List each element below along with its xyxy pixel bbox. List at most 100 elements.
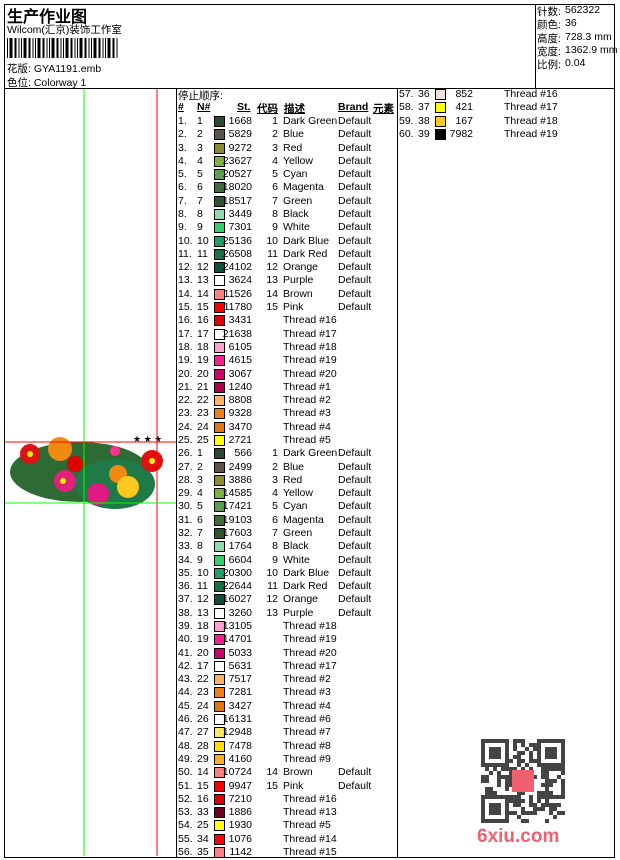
row-brand: Default [338, 593, 372, 606]
color-swatch [214, 488, 225, 500]
barcode-bar [37, 38, 41, 58]
row-code: 15 [266, 779, 278, 792]
qr-module [505, 743, 509, 747]
row-index: 23. [178, 407, 193, 420]
table-row: 15. 15 11780 15 Pink Default [0, 301, 620, 314]
qr-module [489, 747, 493, 751]
row-description: Brown [283, 287, 313, 300]
row-stitches: 566 [234, 447, 252, 460]
row-index: 33. [178, 540, 193, 553]
row-stitches: 7982 [449, 127, 473, 140]
row-brand: Default [338, 234, 372, 247]
qr-module [545, 779, 549, 783]
row-description: Purple [283, 606, 314, 619]
row-needle: 6 [197, 181, 203, 194]
design-label: 花版: [7, 63, 31, 75]
color-swatch [214, 341, 225, 353]
table-row: 44. 23 7281 Thread #3 [0, 686, 620, 699]
row-index: 56. [178, 845, 193, 858]
qr-module [537, 763, 541, 767]
qr-module [545, 755, 549, 759]
barcode-bar [32, 38, 34, 58]
qr-module [545, 775, 549, 779]
barcode-bar [35, 38, 36, 58]
row-needle: 11 [197, 580, 208, 593]
barcode [7, 38, 118, 58]
row-needle: 7 [197, 526, 203, 539]
svg-text:★ ★ ★: ★ ★ ★ [133, 434, 162, 444]
table-row: 45. 24 3427 Thread #4 [0, 700, 620, 713]
row-description: White [283, 221, 310, 234]
color-swatch [214, 846, 225, 858]
qr-module [549, 747, 553, 751]
row-brand: Default [338, 487, 372, 500]
table-left-divider [176, 88, 177, 857]
barcode-bar [42, 38, 45, 58]
info-label: 颜色: [537, 19, 561, 32]
qr-module [553, 767, 557, 771]
row-code: 8 [272, 208, 278, 221]
qr-module [505, 787, 509, 791]
qr-module [493, 807, 497, 811]
color-swatch [214, 554, 225, 566]
color-swatch [214, 275, 225, 287]
table-row: 46. 26 16131 Thread #6 [0, 713, 620, 726]
row-description: Thread #18 [283, 620, 337, 633]
row-index: 22. [178, 394, 193, 407]
row-description: Thread #2 [283, 673, 331, 686]
row-stitches: 25136 [222, 234, 252, 247]
color-swatch [214, 395, 225, 407]
row-description: Black [283, 208, 309, 221]
row-description: Thread #19 [283, 354, 337, 367]
qr-module [561, 811, 565, 815]
row-needle: 1 [197, 447, 203, 460]
qr-module [505, 779, 509, 783]
row-index: 3. [178, 141, 187, 154]
color-swatch [214, 209, 225, 221]
row-needle: 17 [197, 659, 209, 672]
table-row: 9. 9 7301 9 White Default [0, 221, 620, 234]
barcode-bar [28, 38, 31, 58]
color-swatch [435, 102, 446, 114]
column-header-code: 代码 [257, 103, 278, 115]
row-needle: 16 [197, 314, 209, 327]
row-index: 8. [178, 208, 187, 221]
row-stitches: 3449 [228, 208, 252, 221]
row-brand: Default [338, 141, 372, 154]
row-needle: 18 [197, 620, 209, 633]
row-index: 28. [178, 473, 193, 486]
row-brand: Default [338, 168, 372, 181]
row-needle: 7 [197, 194, 203, 207]
row-description: Thread #20 [283, 367, 337, 380]
row-stitches: 17421 [222, 500, 252, 513]
qr-module [545, 747, 549, 751]
row-stitches: 1142 [229, 845, 252, 858]
row-needle: 20 [197, 646, 209, 659]
row-needle: 25 [197, 433, 209, 446]
qr-module [521, 759, 525, 763]
qr-module [501, 767, 505, 771]
row-description: Dark Red [283, 580, 328, 593]
table-row: 60. 39 7982 Thread #19 [0, 128, 620, 141]
qr-module [521, 743, 525, 747]
row-brand: Default [338, 473, 372, 486]
row-brand: Default [338, 181, 372, 194]
color-swatch [214, 142, 225, 154]
qr-module [513, 799, 517, 803]
color-swatch [214, 116, 225, 127]
row-description: Thread #19 [504, 127, 558, 140]
qr-module [557, 803, 561, 807]
row-stitches: 10724 [222, 766, 252, 779]
table-row: 25. 25 2721 Thread #5 [0, 434, 620, 447]
qr-module [521, 751, 525, 755]
qr-module [517, 791, 521, 795]
qr-module [493, 739, 497, 743]
color-swatch [214, 541, 225, 553]
row-needle: 15 [197, 301, 209, 314]
row-stitches: 421 [455, 101, 473, 114]
row-code: 2 [272, 460, 278, 473]
row-needle: 34 [197, 832, 209, 845]
row-stitches: 11526 [223, 287, 252, 300]
qr-module [517, 739, 521, 743]
row-code: 4 [272, 487, 278, 500]
